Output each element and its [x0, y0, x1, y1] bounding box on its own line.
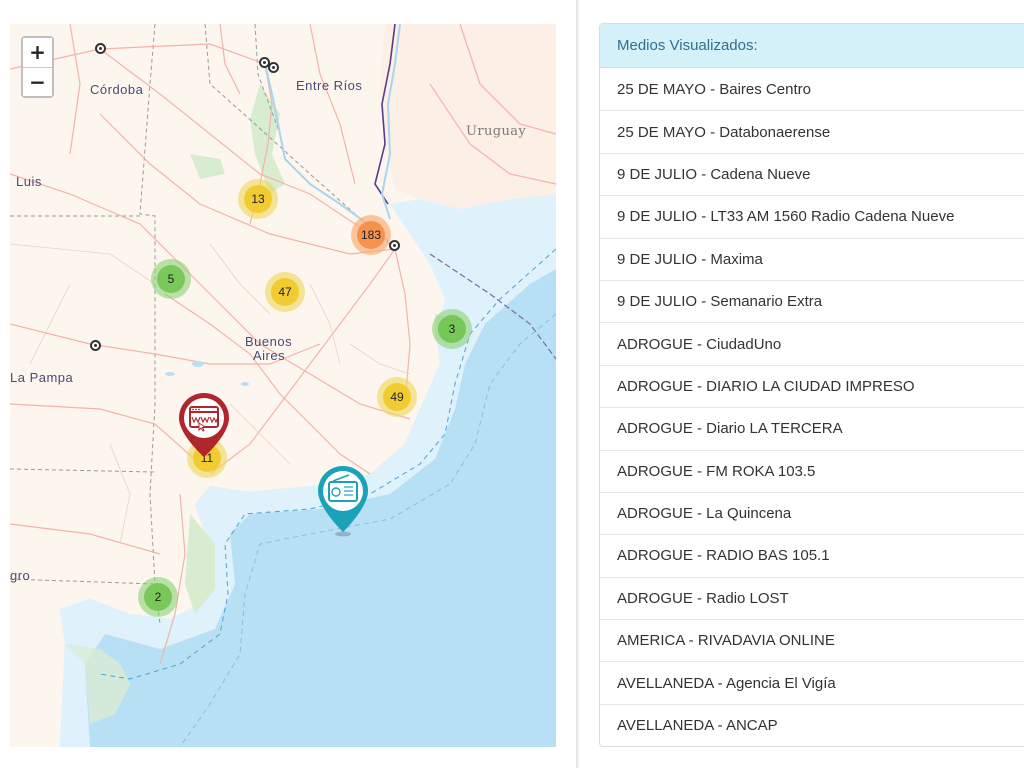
lake — [241, 382, 249, 386]
uruguay-river — [380, 24, 401, 220]
uruguay-land — [380, 24, 556, 209]
www-icon — [179, 393, 229, 457]
marker-cluster[interactable]: 2 — [138, 577, 178, 617]
lake — [192, 361, 204, 367]
cluster-count: 183 — [357, 221, 385, 249]
city-dot — [268, 62, 279, 73]
city-dot — [95, 43, 106, 54]
label-cordoba: Córdoba — [90, 82, 144, 97]
list-item[interactable]: ADROGUE - La Quincena — [600, 491, 1024, 534]
city-dot — [90, 340, 101, 351]
label-entre-rios: Entre Ríos — [296, 78, 363, 93]
cluster-count: 5 — [157, 265, 185, 293]
province-border — [10, 468, 156, 473]
list-item[interactable]: 9 DE JULIO - Semanario Extra — [600, 279, 1024, 322]
list-item[interactable]: 9 DE JULIO - Cadena Nueve — [600, 152, 1024, 195]
map[interactable]: + − Córdoba Entre Ríos Uruguay Luis Buen… — [10, 24, 556, 747]
rio-de-la-plata — [390, 194, 556, 324]
label-buenos-aires-line1: Buenos — [245, 334, 293, 349]
web-media-pin[interactable] — [177, 391, 231, 466]
province-border — [204, 24, 356, 215]
marker-cluster[interactable]: 3 — [432, 309, 472, 349]
city-dot — [389, 240, 400, 251]
zoom-in-button[interactable]: + — [23, 38, 52, 67]
list-item[interactable]: 25 DE MAYO - Databonaerense — [600, 110, 1024, 152]
valdes-peninsula — [65, 644, 130, 724]
list-item[interactable]: ADROGUE - DIARIO LA CIUDAD IMPRESO — [600, 364, 1024, 407]
maritime-line — [99, 248, 556, 680]
list-item[interactable]: ADROGUE - Diario LA TERCERA — [600, 407, 1024, 449]
list-item[interactable]: 25 DE MAYO - Baires Centro — [617, 80, 811, 98]
marker-cluster[interactable]: 13 — [238, 179, 278, 219]
lake — [165, 372, 175, 376]
label-san-luis: Luis — [16, 174, 42, 189]
panel-divider — [576, 0, 579, 768]
maritime-border — [429, 253, 556, 360]
media-panel: Medios Visualizados: 25 DE MAYO - Baires… — [599, 23, 1024, 748]
cluster-count: 13 — [244, 185, 272, 213]
list-item[interactable]: AMERICA - RIVADAVIA ONLINE — [600, 619, 1024, 661]
cluster-count: 3 — [438, 315, 466, 343]
list-item[interactable]: ADROGUE - Radio LOST — [600, 576, 1024, 619]
zoom-control: + − — [21, 36, 54, 98]
list-item[interactable]: AVELLANEDA - ANCAP — [600, 703, 1024, 746]
country-border — [374, 24, 396, 205]
list-item[interactable]: 9 DE JULIO - LT33 AM 1560 Radio Cadena N… — [600, 195, 1024, 237]
roads — [10, 24, 556, 665]
label-uruguay: Uruguay — [466, 124, 527, 139]
minor-roads — [10, 243, 411, 545]
label-rio-negro: gro — [10, 568, 31, 583]
maritime-line — [179, 313, 556, 747]
province-border — [10, 578, 156, 585]
list-item[interactable]: AVELLANEDA - Agencia El Vigía — [600, 661, 1024, 703]
green-patch — [190, 154, 225, 179]
marker-cluster[interactable]: 49 — [377, 377, 417, 417]
basemap — [10, 24, 556, 747]
cluster-count: 47 — [271, 278, 299, 306]
list-item[interactable]: 9 DE JULIO - Maxima — [600, 237, 1024, 280]
radio-icon — [318, 466, 368, 537]
media-list: 25 DE MAYO - Baires Centro 25 DE MAYO - … — [600, 68, 1024, 746]
coastal-band — [60, 239, 556, 747]
cluster-count: 49 — [383, 383, 411, 411]
marker-cluster[interactable]: 47 — [265, 272, 305, 312]
list-item[interactable]: ADROGUE - RADIO BAS 105.1 — [600, 534, 1024, 576]
cluster-count: 2 — [144, 583, 172, 611]
marker-cluster[interactable]: 183 — [351, 215, 391, 255]
radio-media-pin[interactable] — [316, 464, 370, 543]
list-item[interactable]: ADROGUE - FM ROKA 103.5 — [600, 449, 1024, 492]
list-item[interactable]: ADROGUE - CiudadUno — [600, 322, 1024, 364]
zoom-out-button[interactable]: − — [23, 67, 52, 96]
label-la-pampa: La Pampa — [10, 370, 74, 385]
province-border — [254, 24, 281, 135]
panel-title: Medios Visualizados: — [600, 24, 1024, 68]
label-buenos-aires-line2: Aires — [253, 348, 286, 363]
green-patch — [185, 514, 215, 614]
marker-cluster[interactable]: 5 — [151, 259, 191, 299]
